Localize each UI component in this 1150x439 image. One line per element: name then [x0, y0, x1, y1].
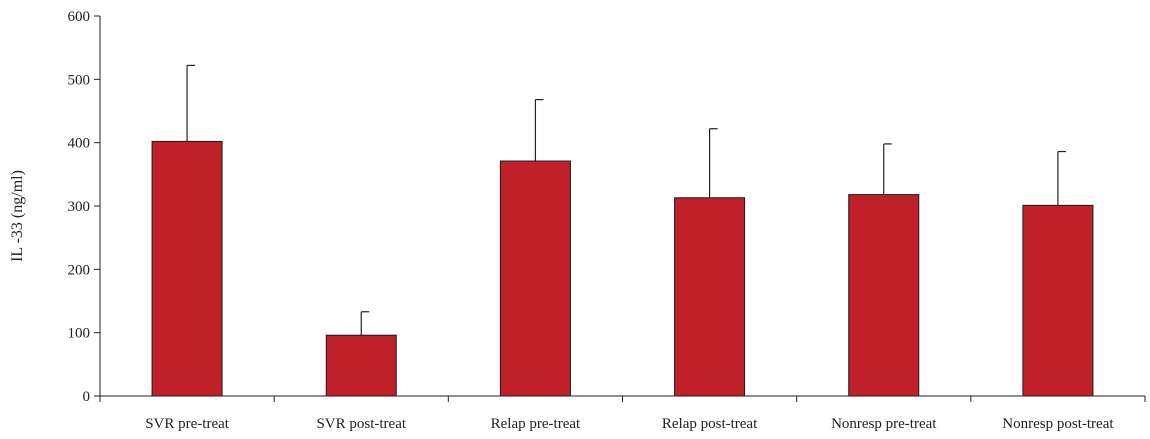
y-tick-label: 0	[83, 389, 91, 405]
y-tick-labels: 0 100 200 300 400 500 600	[68, 9, 91, 405]
y-tick-label: 400	[68, 136, 91, 152]
y-tick-label: 100	[68, 326, 91, 342]
bar-2	[325, 334, 397, 397]
x-category-labels: SVR pre-treat SVR post-treat Relap pre-tre…	[145, 416, 1114, 432]
axes-group	[94, 15, 1146, 402]
x-category-label: Nonresp post-treat	[1002, 416, 1114, 432]
y-tick-label: 200	[68, 262, 91, 278]
bar-5	[848, 194, 920, 397]
error-bars-group	[186, 64, 1066, 336]
x-category-label: Relap pre-treat	[491, 416, 581, 432]
bars-group	[151, 140, 1094, 397]
bar-4	[674, 197, 746, 397]
y-tick-label: 300	[68, 199, 91, 215]
x-category-label: SVR post-treat	[316, 416, 406, 432]
x-category-label: SVR pre-treat	[145, 416, 230, 432]
x-category-label: Relap post-treat	[662, 416, 758, 432]
y-tick-label: 600	[68, 9, 91, 25]
bar-3	[499, 160, 571, 397]
y-tick-label: 500	[68, 72, 91, 88]
y-axis-title: IL -33 (ng/ml)	[9, 170, 26, 262]
bar-6	[1022, 204, 1094, 397]
bar-1	[151, 140, 223, 397]
x-category-label: Nonresp pre-treat	[831, 416, 937, 432]
